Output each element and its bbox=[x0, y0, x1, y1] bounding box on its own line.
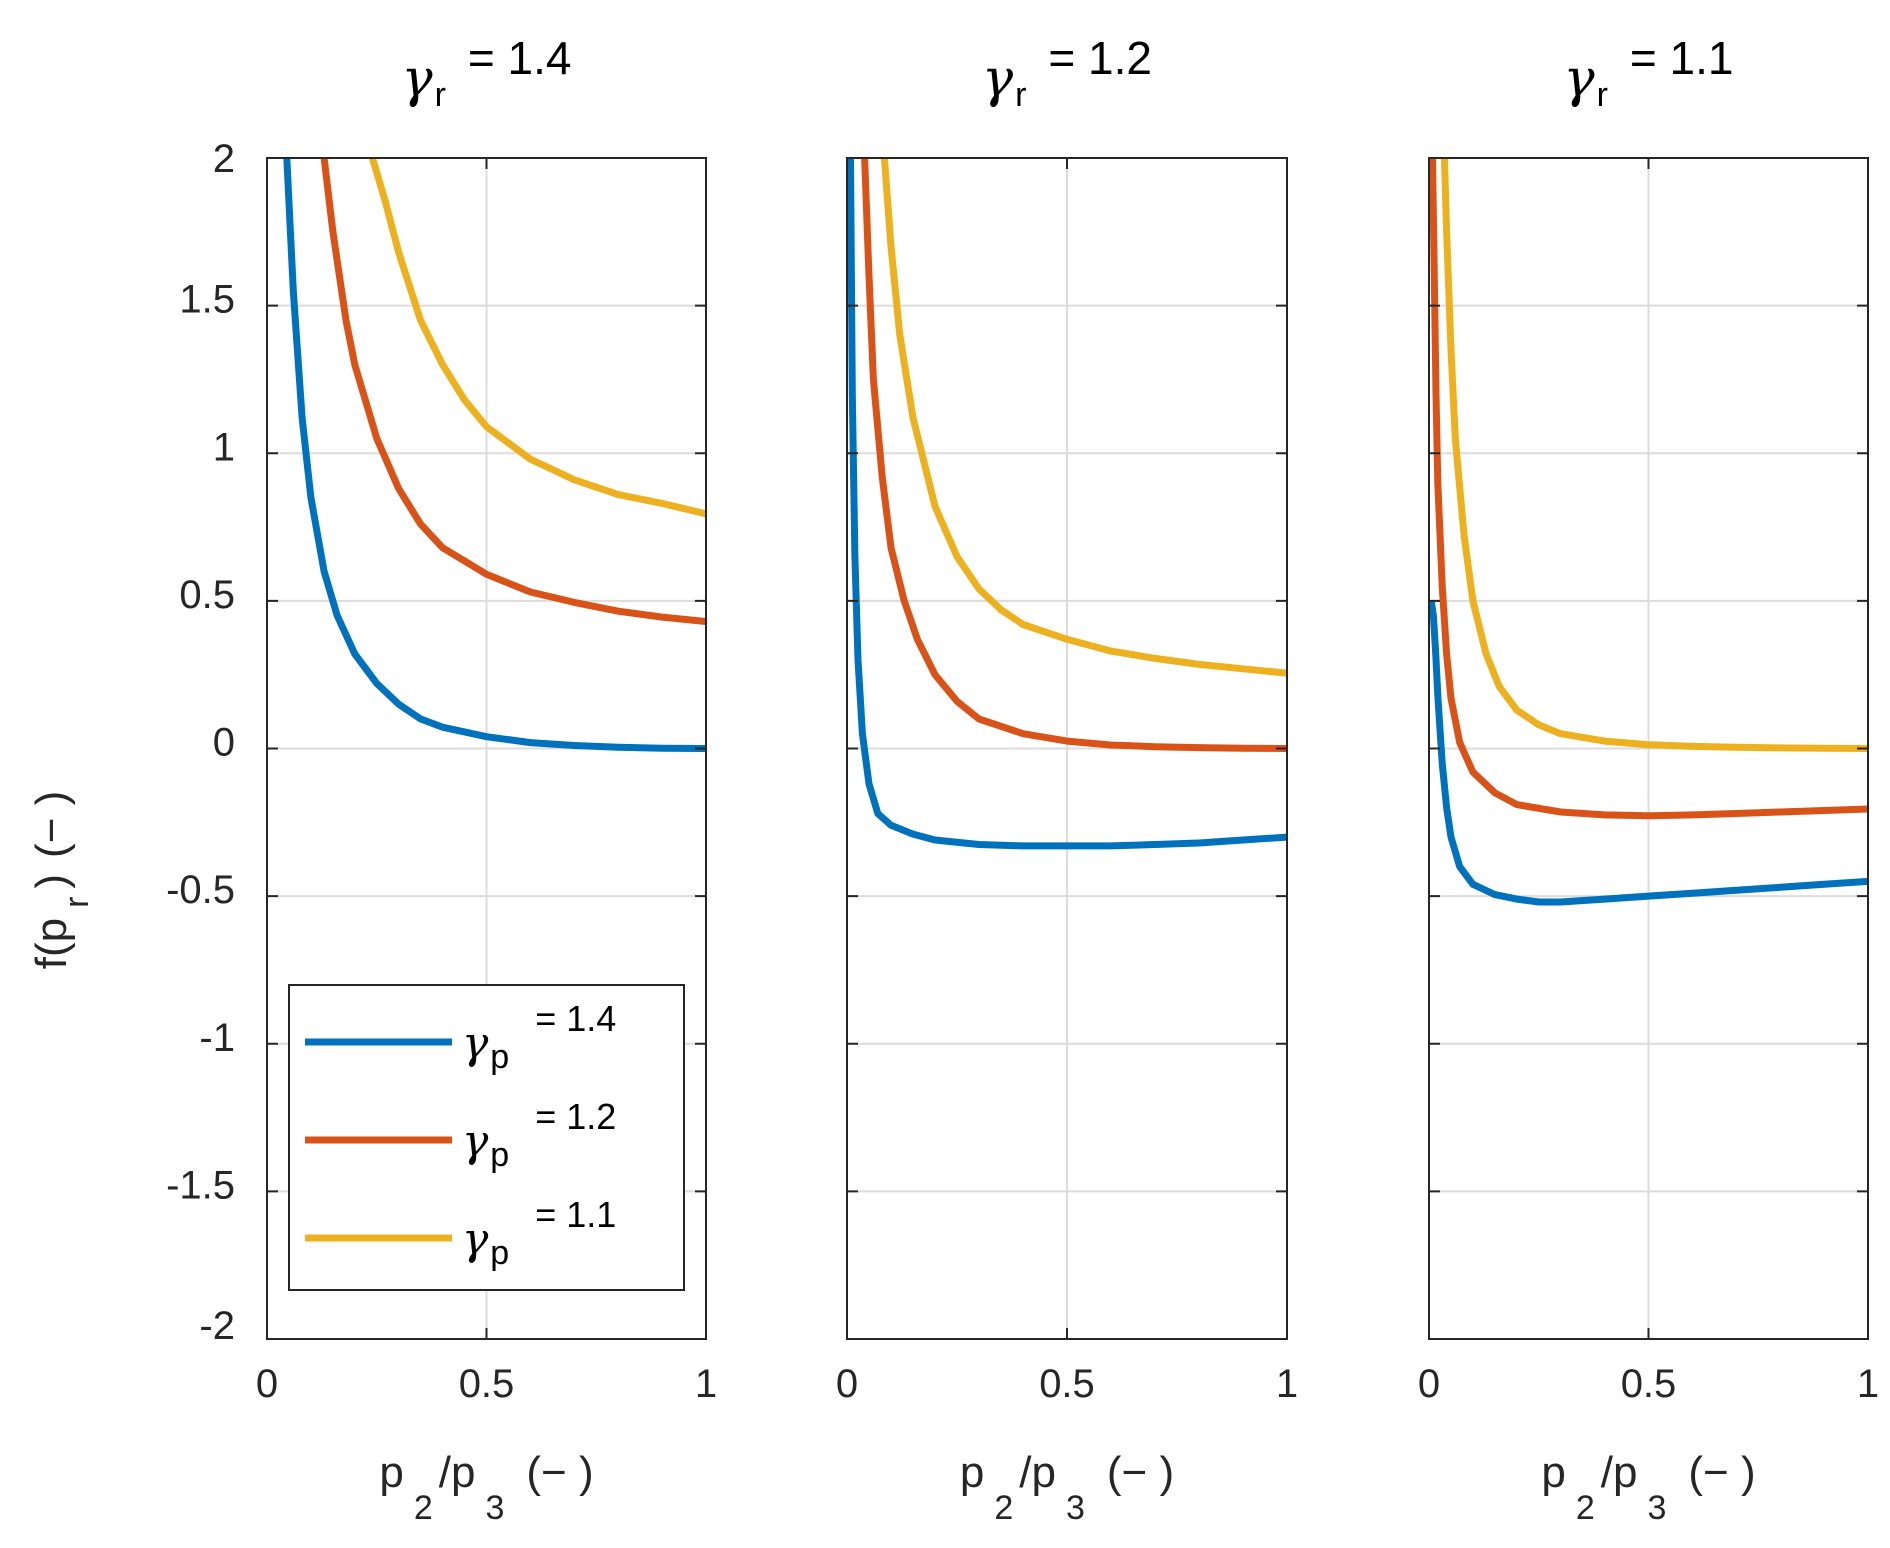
x-axis-label: p2/p 3 (− ) bbox=[960, 1448, 1174, 1527]
series-line-gamma-p-1-2 bbox=[1429, 158, 1868, 820]
y-tick-label: 0 bbox=[213, 721, 235, 765]
legend-gamma-symbol: γ bbox=[462, 1018, 489, 1069]
x-label-sub: 3 bbox=[1647, 1489, 1666, 1527]
x-axis-label: p2/p3 (− ) bbox=[379, 1448, 593, 1527]
x-axis-label: p2/p3 (− ) bbox=[1541, 1448, 1755, 1527]
series-line-gamma-p-1-1 bbox=[880, 158, 1287, 677]
legend-gamma-symbol: γ bbox=[462, 1214, 489, 1265]
legend-label: γp = 1.2 bbox=[462, 1096, 616, 1174]
x-label-mid: /p bbox=[1019, 1448, 1056, 1497]
x-label-main: p bbox=[379, 1448, 403, 1497]
title-subscript: r bbox=[1597, 76, 1608, 114]
legend-value: = 1.4 bbox=[535, 998, 616, 1039]
title-gamma-symbol: γ bbox=[982, 49, 1014, 109]
x-tick-label: 0 bbox=[256, 1362, 278, 1406]
panel-title: γr = 1.4 bbox=[402, 32, 572, 114]
title-value: = 1.4 bbox=[468, 32, 572, 84]
x-label-main: p bbox=[960, 1448, 984, 1497]
x-label-unit: (− ) bbox=[1688, 1448, 1755, 1497]
x-label-sub: 3 bbox=[1066, 1489, 1085, 1527]
x-label-sub: 3 bbox=[485, 1489, 504, 1527]
legend-label: γp = 1.4 bbox=[462, 998, 616, 1076]
x-tick-label: 1 bbox=[1857, 1362, 1879, 1406]
series-line-gamma-p-1-4 bbox=[847, 158, 1287, 850]
x-tick-label: 0 bbox=[836, 1362, 858, 1406]
x-tick-label: 0 bbox=[1418, 1362, 1440, 1406]
series-line-gamma-p-1-1 bbox=[369, 158, 706, 518]
y-label-end: ) bbox=[27, 874, 76, 889]
x-label-mid: /p bbox=[1601, 1448, 1638, 1497]
y-tick-label: 1 bbox=[213, 425, 235, 469]
y-tick-label: -1 bbox=[199, 1016, 235, 1060]
panels: -2-1.5-1-0.500.511.520 0.5 1p2/p3(− )γr= 1… bbox=[166, 32, 1879, 1527]
x-tick-label: 1 bbox=[1276, 1362, 1298, 1406]
x-label-sub: 2 bbox=[994, 1489, 1013, 1527]
y-tick-label: 1.5 bbox=[179, 278, 235, 322]
panel-1: -2-1.5-1-0.500.511.520 0.5 1p2/p3(− )γr= 1… bbox=[166, 32, 717, 1527]
x-tick-label: 0.5 bbox=[1039, 1362, 1095, 1406]
y-label-sub: r bbox=[58, 897, 96, 908]
legend-value: = 1.2 bbox=[535, 1096, 616, 1137]
series-line-gamma-p-1-2 bbox=[320, 158, 706, 625]
legend-subscript: p bbox=[490, 1038, 509, 1076]
y-tick-label: 0.5 bbox=[179, 573, 235, 617]
legend-label: γp = 1.1 bbox=[462, 1194, 616, 1272]
panel-title: γr = 1.1 bbox=[1564, 32, 1734, 114]
panel-3: 0 0.5 1 p2/p3 (− ) γr = 1.1 bbox=[1418, 32, 1879, 1527]
y-tick-label: 2 bbox=[213, 137, 235, 181]
legend-gamma-symbol: γ bbox=[462, 1116, 489, 1167]
y-axis-label: f(p r) (− ) bbox=[27, 791, 96, 970]
title-subscript: r bbox=[1015, 76, 1026, 114]
legend-entry: γp = 1.1 bbox=[305, 1194, 616, 1272]
legend-entry: γp = 1.2 bbox=[305, 1096, 616, 1174]
legend-entry: γp = 1.4 bbox=[305, 998, 616, 1076]
series-line-gamma-p-1-1 bbox=[1440, 158, 1868, 752]
panel-2: 0 0.5 1 p2/p 3 (− ) γr = 1.2 bbox=[836, 32, 1298, 1527]
y-tick-label: -1.5 bbox=[166, 1163, 235, 1207]
x-label-unit: (− ) bbox=[1107, 1448, 1174, 1497]
x-label-unit: (− ) bbox=[526, 1448, 593, 1497]
x-label-sub: 2 bbox=[414, 1489, 433, 1527]
title-value: = 1.1 bbox=[1630, 32, 1734, 84]
x-label-mid: /p bbox=[439, 1448, 476, 1497]
x-label-main: p bbox=[1541, 1448, 1565, 1497]
series-line-gamma-p-1-2 bbox=[861, 158, 1287, 752]
series-line-gamma-p-1-4 bbox=[283, 158, 706, 752]
title-gamma-symbol: γ bbox=[1564, 49, 1596, 109]
legend-subscript: p bbox=[490, 1136, 509, 1174]
x-tick-label: 0.5 bbox=[1621, 1362, 1677, 1406]
y-tick-label: -0.5 bbox=[166, 868, 235, 912]
legend-value: = 1.1 bbox=[535, 1194, 616, 1235]
legend: γp= 1.4γp= 1.2γp= 1.1 bbox=[288, 984, 685, 1291]
y-label-unit: (− ) bbox=[27, 791, 76, 858]
y-tick-label: -2 bbox=[199, 1304, 235, 1348]
panel-title: γr = 1.2 bbox=[982, 32, 1152, 114]
series-line-gamma-p-1-4 bbox=[1429, 600, 1868, 906]
x-label-sub: 2 bbox=[1576, 1489, 1595, 1527]
title-gamma-symbol: γ bbox=[402, 49, 434, 109]
x-tick-label: 0.5 bbox=[459, 1362, 515, 1406]
title-subscript: r bbox=[435, 76, 446, 114]
x-tick-label: 1 bbox=[695, 1362, 717, 1406]
y-label-main: f(p bbox=[27, 918, 76, 969]
title-value: = 1.2 bbox=[1048, 32, 1152, 84]
legend-subscript: p bbox=[490, 1234, 509, 1272]
